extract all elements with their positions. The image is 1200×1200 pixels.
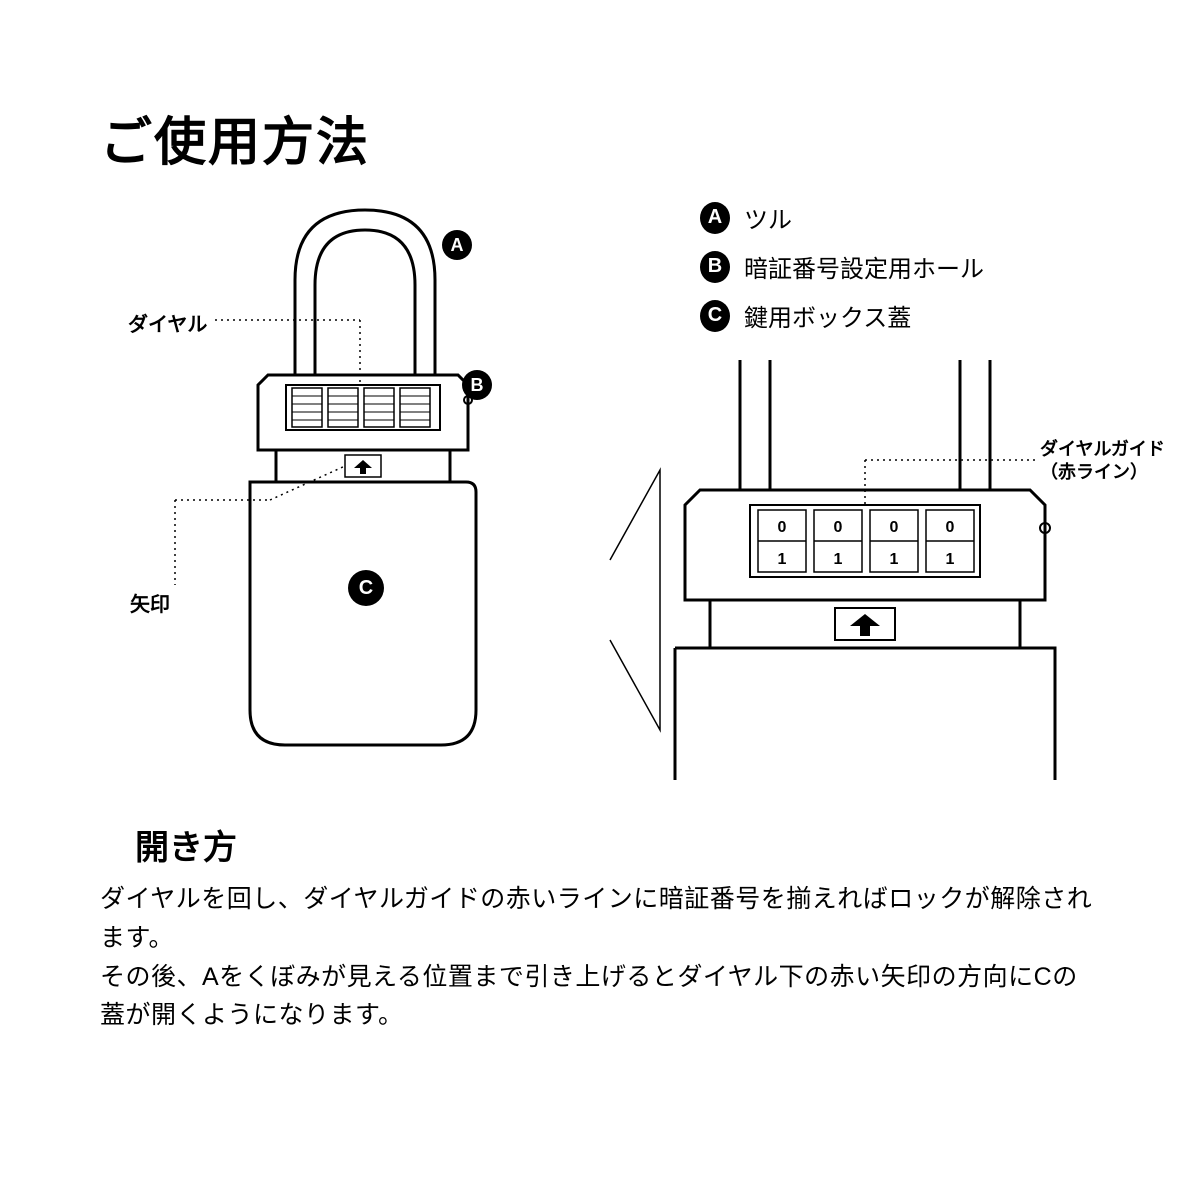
legend-row-b: B 暗証番号設定用ホール xyxy=(700,249,984,284)
legend-badge-c: C xyxy=(700,300,730,332)
badge-c-on-diagram: C xyxy=(348,570,384,606)
label-dial-guide-line2: （赤ライン） xyxy=(1040,461,1165,484)
legend-text-b: 暗証番号設定用ホール xyxy=(744,249,984,284)
legend-text-c: 鍵用ボックス蓋 xyxy=(744,298,911,333)
legend-badge-b: B xyxy=(700,251,730,283)
legend-row-a: A ツル xyxy=(700,200,984,235)
detail-dial-2-bot: 1 xyxy=(890,551,899,568)
lock-diagram xyxy=(0,190,600,770)
legend-badge-a: A xyxy=(700,202,730,234)
legend-text-a: ツル xyxy=(744,200,792,235)
badge-b-on-diagram: B xyxy=(462,370,492,400)
detail-dial-0-bot: 1 xyxy=(778,551,787,568)
detail-dial-1-bot: 1 xyxy=(834,551,843,568)
diagram-area: A B C ダイヤル 矢印 A ツル B 暗証番号設定用ホール C 鍵用ボックス… xyxy=(0,190,1200,770)
label-dial: ダイヤル xyxy=(128,308,207,337)
label-dial-guide-line1: ダイヤルガイド xyxy=(1040,438,1165,461)
detail-dial-3-top: 0 xyxy=(946,519,955,536)
legend-row-c: C 鍵用ボックス蓋 xyxy=(700,298,984,333)
detail-diagram: 0 0 0 0 1 1 1 1 xyxy=(600,360,1160,780)
section-title: 開き方 xyxy=(135,820,237,869)
detail-dial-0-top: 0 xyxy=(778,519,787,536)
label-arrow: 矢印 xyxy=(130,588,170,617)
legend: A ツル B 暗証番号設定用ホール C 鍵用ボックス蓋 xyxy=(700,200,984,347)
detail-dial-3-bot: 1 xyxy=(946,551,955,568)
label-dial-guide: ダイヤルガイド （赤ライン） xyxy=(1040,438,1165,485)
badge-a-on-diagram: A xyxy=(442,230,472,260)
detail-dial-2-top: 0 xyxy=(890,519,899,536)
page-title: ご使用方法 xyxy=(100,100,370,175)
detail-dial-1-top: 0 xyxy=(834,519,843,536)
body-text: ダイヤルを回し、ダイヤルガイドの赤いラインに暗証番号を揃えればロックが解除されま… xyxy=(100,880,1100,1035)
